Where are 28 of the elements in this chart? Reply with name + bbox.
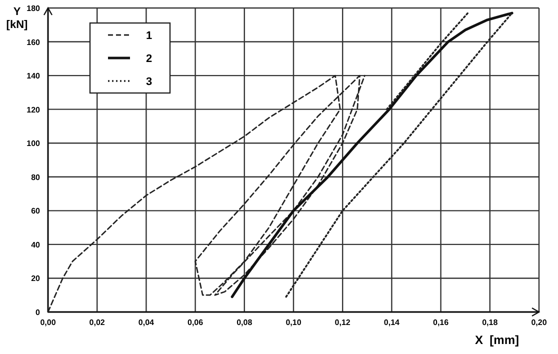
y-tick-label: 120 [26, 105, 41, 114]
y-tick-label: 160 [26, 38, 41, 47]
x-tick-label: 0,14 [384, 318, 400, 327]
x-tick-label: 0,02 [89, 318, 106, 327]
x-tick-label: 0,16 [433, 318, 450, 327]
y-tick-label: 100 [26, 139, 41, 148]
x-tick-label: 0,06 [188, 318, 204, 327]
y-axis-title: Y [kN] [6, 6, 28, 31]
x-tick-label: 0,12 [334, 318, 351, 327]
y-tick-label: 140 [26, 72, 41, 81]
x-tick-label: 0,10 [286, 318, 302, 327]
x-axis-title: X [mm] [474, 333, 519, 347]
y-tick-label: 60 [31, 206, 41, 216]
y-tick-label: 0 [36, 308, 41, 317]
y-tick-label: 40 [31, 240, 41, 250]
x-tick-label: 0,18 [482, 318, 498, 327]
legend-label: 2 [146, 53, 152, 65]
line-series [230, 12, 514, 298]
legend-label: 3 [146, 76, 152, 88]
y-tick-label: 180 [26, 4, 41, 13]
x-tick-label: 0,08 [236, 318, 253, 327]
x-tick-label: 0,04 [138, 318, 155, 327]
line-series [47, 74, 366, 313]
x-tick-label: 0,00 [40, 318, 56, 327]
legend-label: 1 [146, 30, 152, 42]
x-tick-label: 0,20 [531, 318, 548, 327]
y-tick-label: 80 [31, 172, 41, 182]
y-tick-label: 20 [31, 274, 41, 284]
